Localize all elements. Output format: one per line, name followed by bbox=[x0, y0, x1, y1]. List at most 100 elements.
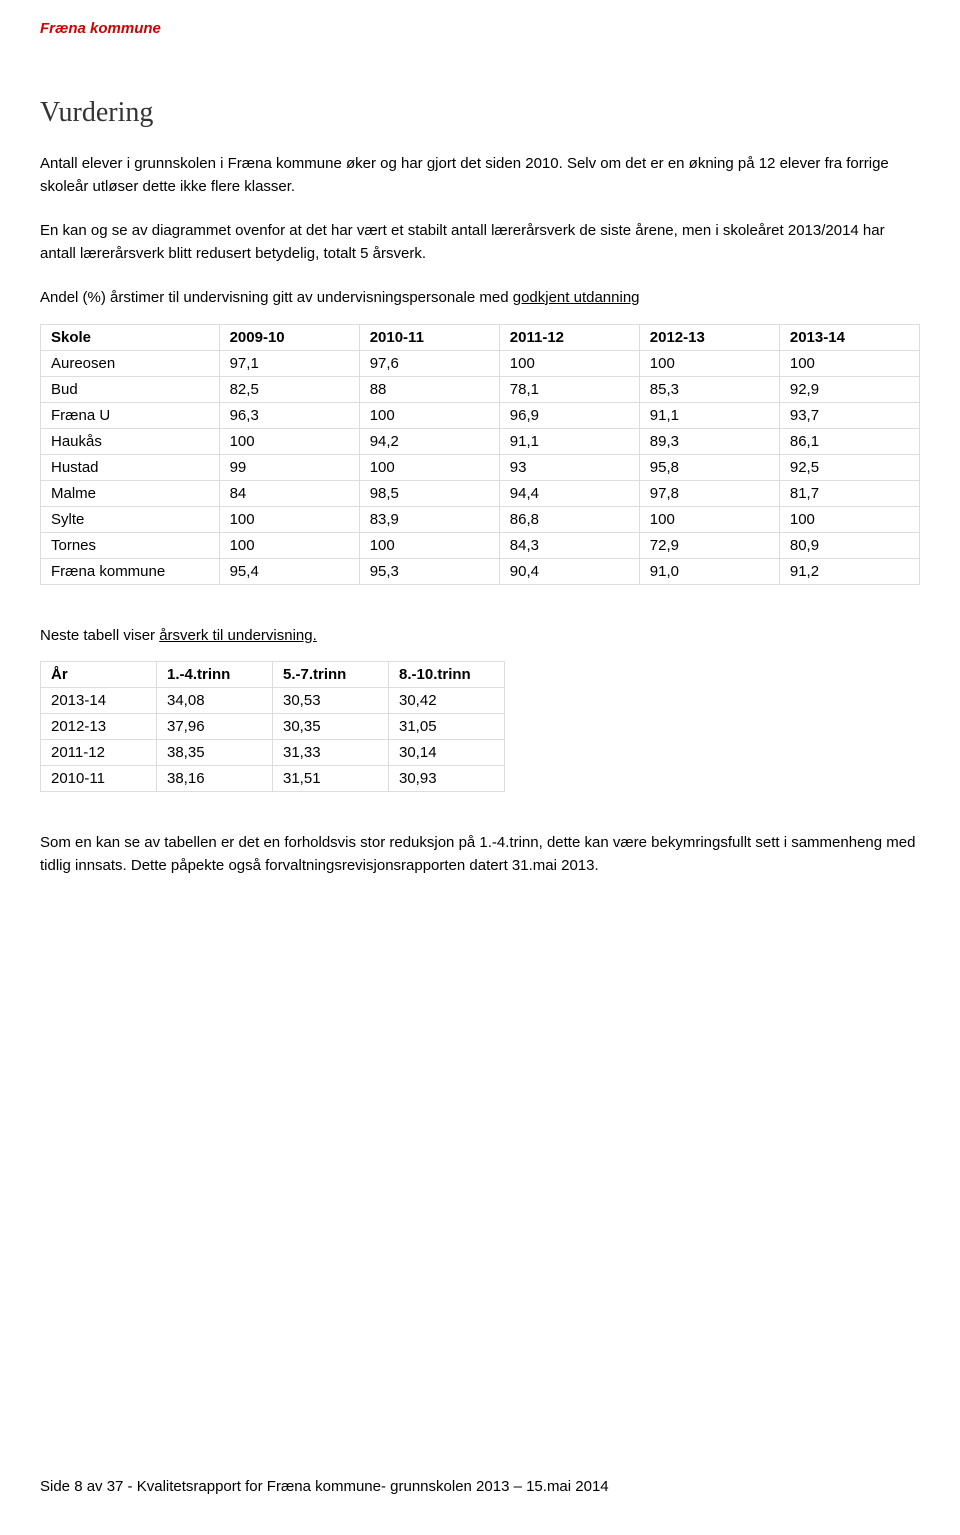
table-cell: 30,42 bbox=[389, 688, 505, 714]
table-cell: 88 bbox=[359, 376, 499, 402]
table-cell: 96,3 bbox=[219, 402, 359, 428]
table-cell: 78,1 bbox=[499, 376, 639, 402]
table-header-row: Skole 2009-10 2010-11 2011-12 2012-13 20… bbox=[41, 324, 920, 350]
table-andel: Skole 2009-10 2010-11 2011-12 2012-13 20… bbox=[40, 324, 920, 585]
table-cell: 31,51 bbox=[273, 766, 389, 792]
page-title: Vurdering bbox=[40, 97, 920, 129]
table-cell: 31,33 bbox=[273, 740, 389, 766]
table1-label-underline: godkjent utdanning bbox=[513, 289, 640, 306]
paragraph-1: Antall elever i grunnskolen i Fræna komm… bbox=[40, 153, 920, 198]
table1-body: Aureosen97,197,6100100100Bud82,58878,185… bbox=[41, 350, 920, 584]
col-skole: Skole bbox=[41, 324, 220, 350]
table-row: Bud82,58878,185,392,9 bbox=[41, 376, 920, 402]
table-cell: 84 bbox=[219, 480, 359, 506]
table-cell: 95,4 bbox=[219, 558, 359, 584]
page-footer: Side 8 av 37 - Kvalitetsrapport for Fræn… bbox=[40, 1478, 609, 1495]
table-cell: 93,7 bbox=[779, 402, 919, 428]
table-cell: 31,05 bbox=[389, 714, 505, 740]
table-header-row: År 1.-4.trinn 5.-7.trinn 8.-10.trinn bbox=[41, 662, 505, 688]
table2-label-prefix: Neste tabell viser bbox=[40, 627, 159, 644]
table2-body: 2013-1434,0830,5330,422012-1337,9630,353… bbox=[41, 688, 505, 792]
table-row: Aureosen97,197,6100100100 bbox=[41, 350, 920, 376]
table-cell: 100 bbox=[359, 454, 499, 480]
table-cell: Aureosen bbox=[41, 350, 220, 376]
table-cell: 2013-14 bbox=[41, 688, 157, 714]
table-cell: 90,4 bbox=[499, 558, 639, 584]
page: Fræna kommune Vurdering Antall elever i … bbox=[0, 0, 960, 1535]
table-cell: 100 bbox=[639, 506, 779, 532]
table-cell: Fræna U bbox=[41, 402, 220, 428]
col-5-7-trinn: 5.-7.trinn bbox=[273, 662, 389, 688]
table-row: 2012-1337,9630,3531,05 bbox=[41, 714, 505, 740]
table-cell: 37,96 bbox=[157, 714, 273, 740]
table-row: Hustad991009395,892,5 bbox=[41, 454, 920, 480]
table-cell: 100 bbox=[779, 506, 919, 532]
table-cell: Sylte bbox=[41, 506, 220, 532]
table-cell: 93 bbox=[499, 454, 639, 480]
table-cell: 83,9 bbox=[359, 506, 499, 532]
paragraph-3: Som en kan se av tabellen er det en forh… bbox=[40, 832, 920, 877]
table-cell: 89,3 bbox=[639, 428, 779, 454]
table-cell: Bud bbox=[41, 376, 220, 402]
col-ar: År bbox=[41, 662, 157, 688]
table-row: Sylte10083,986,8100100 bbox=[41, 506, 920, 532]
col-2010-11: 2010-11 bbox=[359, 324, 499, 350]
table-cell: 92,9 bbox=[779, 376, 919, 402]
table-row: Fræna U96,310096,991,193,7 bbox=[41, 402, 920, 428]
table-cell: 30,35 bbox=[273, 714, 389, 740]
table-cell: 86,1 bbox=[779, 428, 919, 454]
table-cell: 94,2 bbox=[359, 428, 499, 454]
table-cell: 2010-11 bbox=[41, 766, 157, 792]
table-cell: 100 bbox=[779, 350, 919, 376]
table-cell: 38,16 bbox=[157, 766, 273, 792]
table-cell: 98,5 bbox=[359, 480, 499, 506]
table-cell: Haukås bbox=[41, 428, 220, 454]
table-cell: 81,7 bbox=[779, 480, 919, 506]
table-cell: 100 bbox=[639, 350, 779, 376]
table-cell: 100 bbox=[219, 428, 359, 454]
table-cell: 95,3 bbox=[359, 558, 499, 584]
table-arsverk: År 1.-4.trinn 5.-7.trinn 8.-10.trinn 201… bbox=[40, 661, 505, 792]
table-cell: 100 bbox=[359, 532, 499, 558]
table-cell: 91,1 bbox=[499, 428, 639, 454]
col-2009-10: 2009-10 bbox=[219, 324, 359, 350]
table-row: Haukås10094,291,189,386,1 bbox=[41, 428, 920, 454]
table-cell: 2012-13 bbox=[41, 714, 157, 740]
table-cell: 82,5 bbox=[219, 376, 359, 402]
header-kommune: Fræna kommune bbox=[40, 20, 920, 37]
table-cell: 34,08 bbox=[157, 688, 273, 714]
table-cell: 95,8 bbox=[639, 454, 779, 480]
table2-label: Neste tabell viser årsverk til undervisn… bbox=[40, 625, 920, 648]
table-cell: Fræna kommune bbox=[41, 558, 220, 584]
paragraph-2: En kan og se av diagrammet ovenfor at de… bbox=[40, 220, 920, 265]
table-cell: 30,14 bbox=[389, 740, 505, 766]
table-cell: 30,53 bbox=[273, 688, 389, 714]
table-cell: 97,1 bbox=[219, 350, 359, 376]
table-row: 2010-1138,1631,5130,93 bbox=[41, 766, 505, 792]
table-row: 2013-1434,0830,5330,42 bbox=[41, 688, 505, 714]
table-cell: 100 bbox=[499, 350, 639, 376]
table-cell: 96,9 bbox=[499, 402, 639, 428]
table-cell: 91,0 bbox=[639, 558, 779, 584]
table-row: Fræna kommune95,495,390,491,091,2 bbox=[41, 558, 920, 584]
table-cell: 100 bbox=[359, 402, 499, 428]
table-cell: 97,8 bbox=[639, 480, 779, 506]
table-cell: 2011-12 bbox=[41, 740, 157, 766]
table2-label-underline: årsverk til undervisning. bbox=[159, 627, 317, 644]
table-cell: 97,6 bbox=[359, 350, 499, 376]
table-cell: Hustad bbox=[41, 454, 220, 480]
table-cell: 80,9 bbox=[779, 532, 919, 558]
table-cell: 38,35 bbox=[157, 740, 273, 766]
table-cell: 100 bbox=[219, 532, 359, 558]
table-cell: Tornes bbox=[41, 532, 220, 558]
table-cell: 94,4 bbox=[499, 480, 639, 506]
table-cell: 72,9 bbox=[639, 532, 779, 558]
table-cell: 91,2 bbox=[779, 558, 919, 584]
table1-label: Andel (%) årstimer til undervisning gitt… bbox=[40, 287, 920, 310]
table-cell: 84,3 bbox=[499, 532, 639, 558]
table-row: 2011-1238,3531,3330,14 bbox=[41, 740, 505, 766]
col-2011-12: 2011-12 bbox=[499, 324, 639, 350]
col-2013-14: 2013-14 bbox=[779, 324, 919, 350]
table-cell: 99 bbox=[219, 454, 359, 480]
col-1-4-trinn: 1.-4.trinn bbox=[157, 662, 273, 688]
